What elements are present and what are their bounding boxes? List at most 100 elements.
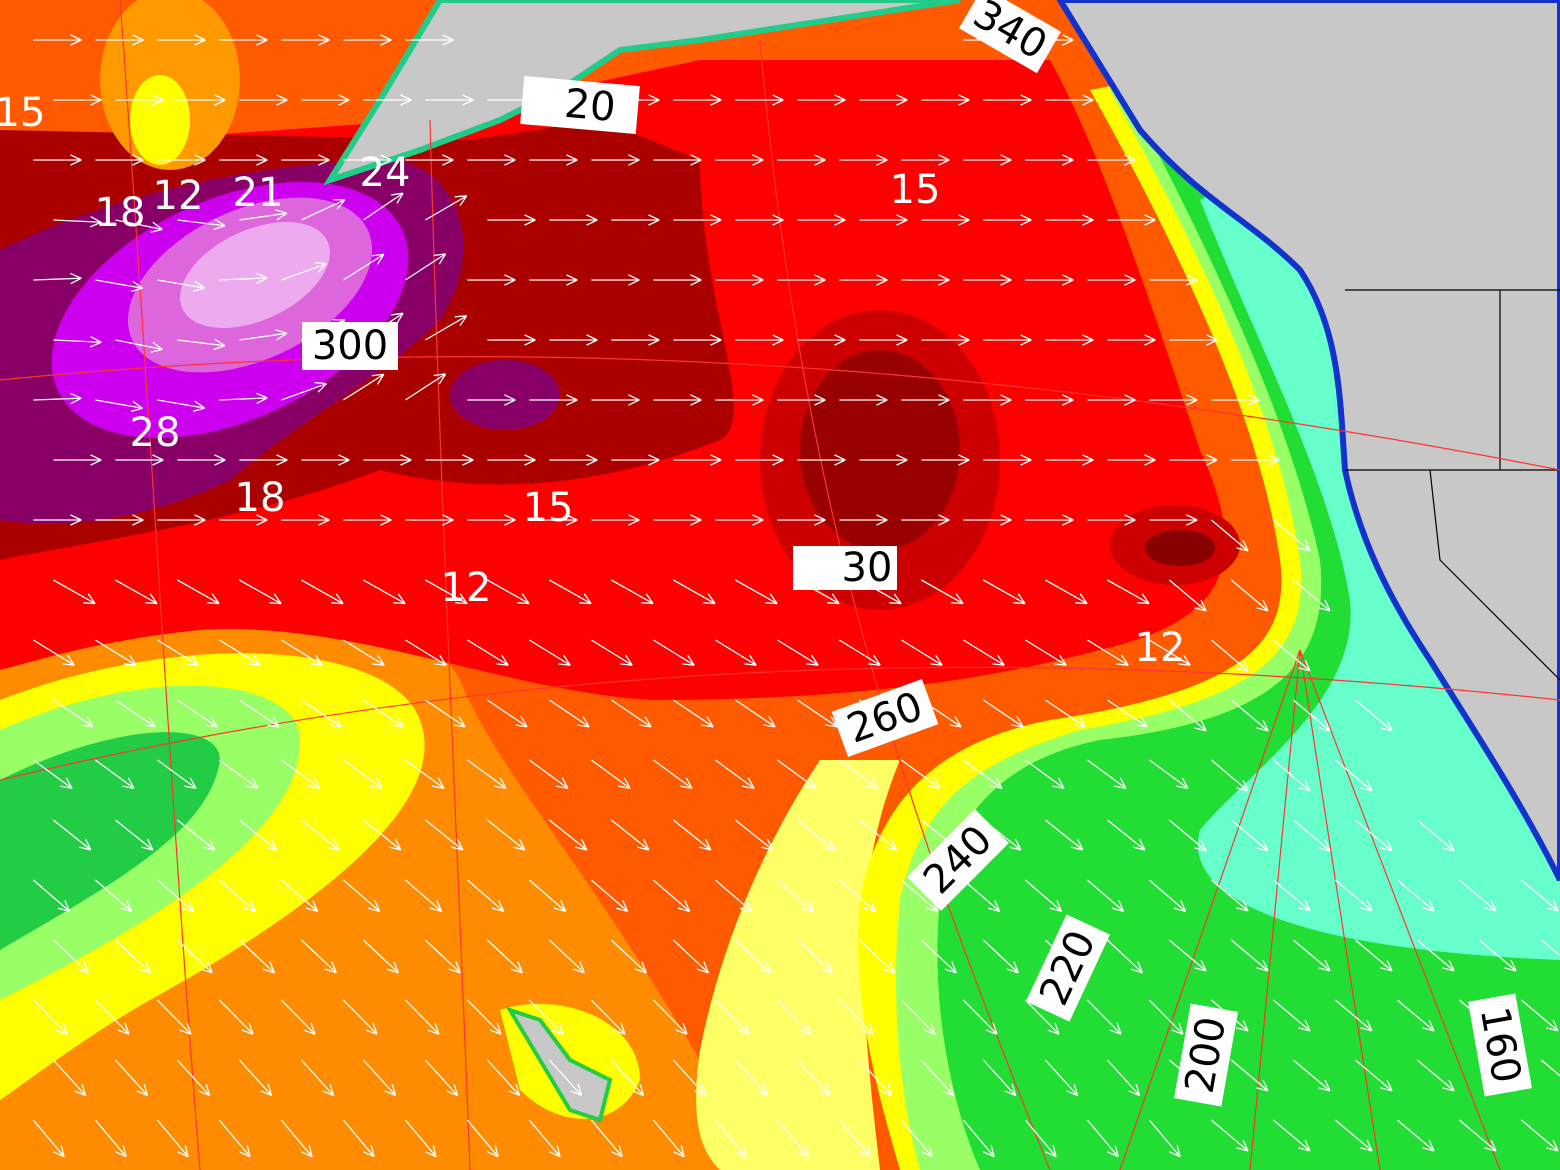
wind-arrow <box>548 1059 583 1097</box>
wind-arrow <box>343 34 392 46</box>
wind-arrow <box>548 699 590 728</box>
wind-arrow <box>487 579 530 605</box>
wind-arrow <box>238 1059 273 1097</box>
wind-arrow <box>1292 579 1331 612</box>
wind-arrow <box>839 274 888 286</box>
wind-arrow <box>342 1119 375 1158</box>
wind-arrow <box>281 261 327 281</box>
wind-arrow <box>797 94 846 106</box>
wind-arrow <box>1230 819 1269 852</box>
wind-arrow <box>486 819 526 851</box>
wind-arrow <box>1354 939 1393 972</box>
wind-arrow <box>672 819 712 851</box>
wind-arrow <box>1168 939 1207 972</box>
wind-arrow <box>1210 519 1249 552</box>
wind-arrow <box>404 253 447 281</box>
wind-arrow <box>219 392 268 405</box>
wind-arrow <box>653 154 702 166</box>
wind-arrow <box>590 999 626 1035</box>
wind-arrow <box>777 514 826 526</box>
wind-arrow <box>735 454 784 466</box>
wind-arrow <box>1396 999 1435 1032</box>
wind-arrow <box>156 999 192 1035</box>
wind-arrow <box>301 454 350 466</box>
wind-arrow <box>281 514 330 526</box>
wind-arrow <box>652 759 693 790</box>
wind-arrow <box>920 939 957 974</box>
wind-arrow <box>300 819 340 851</box>
contour-label: 18 <box>235 475 286 521</box>
wind-arrow <box>900 999 936 1035</box>
wind-arrow <box>425 454 474 466</box>
wind-arrow <box>177 454 226 466</box>
wind-arrow <box>425 579 468 605</box>
wind-arrow <box>652 999 688 1035</box>
wind-arrows <box>32 34 1560 1158</box>
wind-arrow <box>1169 454 1218 466</box>
wind-arrow <box>1148 639 1191 666</box>
wind-arrow <box>301 199 346 221</box>
wind-arrow <box>1045 334 1094 346</box>
wind-arrow <box>1025 154 1074 166</box>
wind-arrow <box>33 34 82 46</box>
wind-arrow <box>1149 274 1198 286</box>
wind-arrow <box>777 274 826 286</box>
label-box <box>831 679 939 757</box>
wind-arrow <box>797 214 846 226</box>
wind-arrow <box>1045 94 1094 106</box>
wind-arrow <box>95 514 144 526</box>
wind-arrow <box>114 819 154 851</box>
wind-arrow <box>776 639 819 666</box>
wind-arrow <box>177 338 226 351</box>
wind-arrow <box>404 373 447 401</box>
wind-arrow <box>239 454 288 466</box>
wind-arrow <box>466 639 509 666</box>
wind-arrow <box>218 999 254 1035</box>
state-borders <box>1345 289 1560 681</box>
wind-arrow <box>591 274 640 286</box>
wind-arrow <box>219 34 268 46</box>
wind-arrow <box>1087 514 1136 526</box>
wind-arrow <box>1272 999 1311 1032</box>
contour-label: 21 <box>233 170 284 216</box>
wind-arrow <box>1044 1059 1079 1097</box>
wind-arrow <box>900 639 943 666</box>
wind-arrow <box>962 999 998 1035</box>
wind-arrow <box>672 1059 707 1097</box>
wind-arrow <box>1107 214 1156 226</box>
wind-arrow <box>486 939 523 974</box>
wind-arrow <box>177 94 226 106</box>
wind-arrow <box>33 154 82 166</box>
wind-arrow <box>796 819 836 851</box>
wind-arrow <box>53 579 96 605</box>
wind-arrow <box>838 999 874 1035</box>
wind-arrow <box>776 759 817 790</box>
wind-arrow <box>653 394 702 406</box>
wind-arrow <box>735 94 784 106</box>
wind-arrow <box>611 579 654 605</box>
wind-arrow <box>1107 579 1150 605</box>
label-box <box>959 0 1061 74</box>
wind-arrow <box>1106 1059 1141 1097</box>
wind-arrow <box>1211 394 1260 406</box>
wind-arrow <box>672 939 709 974</box>
wind-arrow <box>859 334 908 346</box>
wind-arrow <box>673 334 722 346</box>
wind-arrow <box>1168 579 1207 612</box>
wind-arrow <box>115 454 164 466</box>
wind-arrow <box>32 759 73 790</box>
wind-arrow <box>280 999 316 1035</box>
wind-arrow <box>839 394 888 406</box>
wind-arrow <box>404 999 440 1035</box>
wind-arrow <box>859 94 908 106</box>
wind-arrow <box>982 699 1024 728</box>
wind-arrow <box>1520 879 1559 912</box>
wind-arrow <box>900 759 941 790</box>
contour-label: 24 <box>360 150 411 196</box>
wind-arrow <box>528 639 571 666</box>
wind-arrow <box>487 214 536 226</box>
wind-arrow <box>1210 639 1249 672</box>
wind-arrow <box>1354 819 1393 852</box>
wind-arrow <box>362 939 399 974</box>
